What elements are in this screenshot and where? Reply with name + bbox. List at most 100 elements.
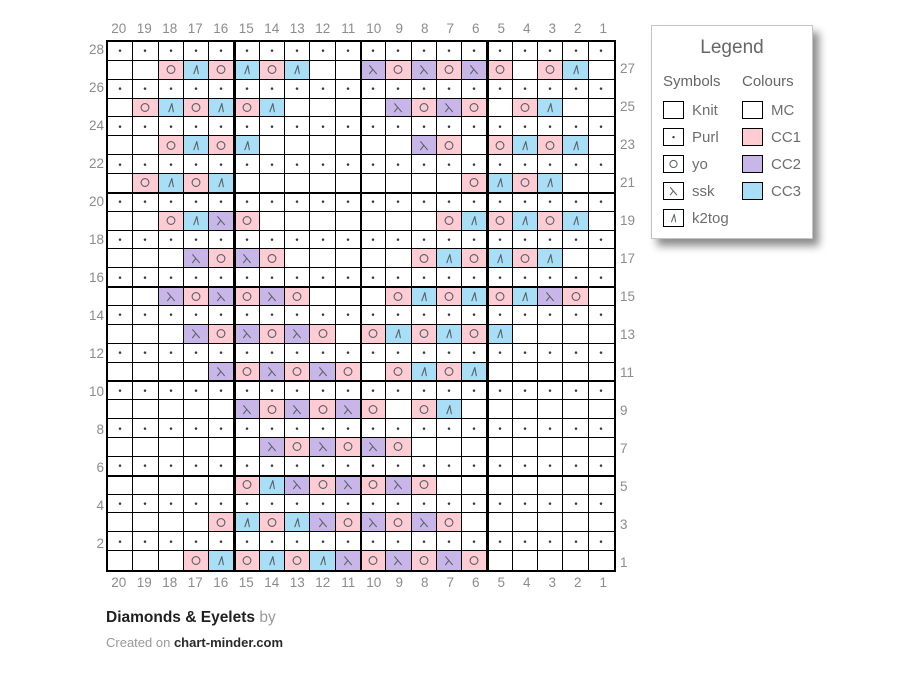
chart-cell-yo[interactable]: [158, 60, 184, 80]
chart-cell-purl[interactable]: [209, 42, 235, 61]
chart-cell-purl[interactable]: [285, 268, 311, 288]
chart-cell-purl[interactable]: [285, 42, 311, 61]
chart-cell-purl[interactable]: [386, 117, 412, 137]
chart-cell-purl[interactable]: [386, 42, 412, 61]
chart-cell-purl[interactable]: [335, 494, 361, 514]
chart-cell-ssk[interactable]: [285, 475, 311, 495]
chart-cell-ssk[interactable]: [411, 60, 437, 80]
chart-cell-knit[interactable]: [588, 98, 614, 118]
chart-cell-purl[interactable]: [234, 192, 260, 212]
chart-cell-ssk[interactable]: [234, 400, 260, 420]
chart-cell-k2tog[interactable]: [538, 174, 564, 193]
chart-cell-knit[interactable]: [108, 438, 134, 457]
chart-cell-knit[interactable]: [183, 475, 210, 495]
chart-cell-knit[interactable]: [183, 438, 210, 457]
chart-cell-purl[interactable]: [386, 192, 412, 212]
chart-cell-purl[interactable]: [462, 42, 488, 61]
chart-cell-purl[interactable]: [512, 79, 539, 99]
chart-cell-knit[interactable]: [310, 98, 336, 118]
chart-cell-purl[interactable]: [259, 155, 286, 174]
chart-cell-knit[interactable]: [512, 324, 539, 344]
chart-cell-ssk[interactable]: [285, 324, 311, 344]
chart-cell-purl[interactable]: [183, 268, 210, 288]
chart-cell-purl[interactable]: [588, 192, 614, 212]
chart-cell-yo[interactable]: [285, 551, 311, 570]
chart-cell-purl[interactable]: [487, 532, 513, 552]
chart-cell-yo[interactable]: [183, 174, 210, 193]
chart-cell-purl[interactable]: [487, 42, 513, 61]
chart-cell-knit[interactable]: [360, 136, 387, 156]
chart-cell-knit[interactable]: [512, 475, 539, 495]
chart-cell-ssk[interactable]: [183, 249, 210, 269]
chart-cell-knit[interactable]: [335, 324, 361, 344]
chart-cell-k2tog[interactable]: [209, 174, 235, 193]
chart-cell-ssk[interactable]: [234, 249, 260, 269]
chart-cell-purl[interactable]: [209, 381, 235, 401]
chart-cell-purl[interactable]: [310, 117, 336, 137]
chart-cell-knit[interactable]: [360, 174, 387, 193]
chart-cell-purl[interactable]: [538, 155, 564, 174]
chart-cell-purl[interactable]: [310, 494, 336, 514]
chart-cell-knit[interactable]: [133, 136, 159, 156]
chart-cell-purl[interactable]: [360, 117, 387, 137]
chart-minder-link[interactable]: chart-minder.com: [173, 635, 284, 650]
chart-cell-yo[interactable]: [360, 324, 387, 344]
chart-cell-purl[interactable]: [183, 79, 210, 99]
chart-cell-purl[interactable]: [588, 532, 614, 552]
chart-cell-purl[interactable]: [487, 79, 513, 99]
chart-cell-knit[interactable]: [360, 362, 387, 382]
chart-cell-knit[interactable]: [158, 324, 184, 344]
chart-cell-purl[interactable]: [183, 192, 210, 212]
chart-cell-purl[interactable]: [108, 155, 134, 174]
chart-cell-purl[interactable]: [335, 343, 361, 363]
chart-cell-yo[interactable]: [259, 513, 286, 533]
chart-cell-purl[interactable]: [108, 42, 134, 61]
chart-cell-purl[interactable]: [335, 456, 361, 476]
chart-cell-purl[interactable]: [512, 42, 539, 61]
chart-cell-knit[interactable]: [487, 362, 513, 382]
chart-cell-knit[interactable]: [133, 475, 159, 495]
chart-cell-purl[interactable]: [285, 456, 311, 476]
chart-cell-yo[interactable]: [512, 98, 539, 118]
chart-cell-k2tog[interactable]: [462, 287, 488, 306]
chart-cell-purl[interactable]: [183, 532, 210, 552]
chart-cell-purl[interactable]: [335, 230, 361, 250]
chart-cell-k2tog[interactable]: [234, 60, 260, 80]
chart-cell-purl[interactable]: [487, 117, 513, 137]
chart-cell-ssk[interactable]: [310, 438, 336, 457]
chart-cell-knit[interactable]: [588, 174, 614, 193]
chart-cell-yo[interactable]: [259, 324, 286, 344]
chart-cell-purl[interactable]: [411, 42, 437, 61]
chart-cell-k2tog[interactable]: [563, 211, 589, 231]
chart-cell-knit[interactable]: [512, 551, 539, 570]
chart-cell-k2tog[interactable]: [411, 287, 437, 306]
chart-cell-purl[interactable]: [310, 456, 336, 476]
chart-cell-purl[interactable]: [360, 268, 387, 288]
chart-cell-purl[interactable]: [436, 155, 463, 174]
chart-cell-knit[interactable]: [108, 98, 134, 118]
chart-cell-ssk[interactable]: [360, 438, 387, 457]
chart-cell-purl[interactable]: [259, 494, 286, 514]
chart-cell-purl[interactable]: [411, 155, 437, 174]
chart-cell-knit[interactable]: [386, 249, 412, 269]
chart-cell-purl[interactable]: [512, 192, 539, 212]
chart-cell-k2tog[interactable]: [158, 98, 184, 118]
chart-cell-knit[interactable]: [588, 60, 614, 80]
chart-cell-purl[interactable]: [411, 343, 437, 363]
chart-cell-knit[interactable]: [335, 60, 361, 80]
chart-cell-knit[interactable]: [335, 249, 361, 269]
chart-cell-yo[interactable]: [386, 513, 412, 533]
chart-cell-purl[interactable]: [259, 117, 286, 137]
chart-cell-purl[interactable]: [386, 381, 412, 401]
chart-cell-ssk[interactable]: [259, 362, 286, 382]
chart-cell-purl[interactable]: [310, 192, 336, 212]
chart-cell-knit[interactable]: [108, 551, 134, 570]
chart-cell-purl[interactable]: [538, 343, 564, 363]
chart-cell-k2tog[interactable]: [209, 551, 235, 570]
chart-cell-k2tog[interactable]: [285, 513, 311, 533]
chart-cell-purl[interactable]: [285, 230, 311, 250]
chart-cell-knit[interactable]: [259, 136, 286, 156]
chart-cell-purl[interactable]: [487, 419, 513, 438]
chart-cell-purl[interactable]: [462, 230, 488, 250]
chart-cell-purl[interactable]: [588, 419, 614, 438]
